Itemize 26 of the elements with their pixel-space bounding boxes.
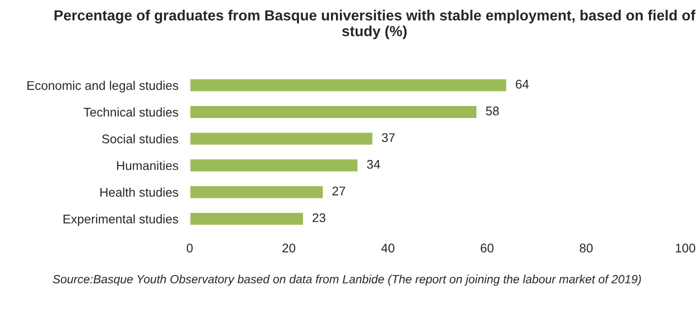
x-tick-label: 40	[381, 244, 394, 252]
x-tick-label: 0	[186, 244, 193, 252]
bar	[190, 184, 324, 200]
bar	[190, 104, 478, 120]
data-label: 27	[332, 186, 346, 196]
bar	[190, 211, 304, 226]
chart-title: Percentage of graduates from Basque universities with stable employment, based on field of study (%)	[54, 10, 696, 40]
y-tick-label: Technical studies	[84, 107, 178, 117]
y-tick-label: Experimental studies	[64, 214, 178, 226]
data-label: 58	[486, 106, 499, 116]
y-tick-label: Social studies	[102, 134, 178, 144]
x-tick-label: 100	[676, 244, 696, 252]
bar	[190, 131, 374, 146]
x-tick-label: 80	[580, 244, 593, 252]
bar	[190, 158, 359, 173]
data-label: 34	[367, 160, 380, 169]
source-note: Source:Basque Youth Observatory based on data from Lanbide (The report on joining the labour market of 2019)	[52, 274, 641, 286]
bar	[190, 78, 508, 93]
y-tick-label: Health studies	[100, 188, 178, 197]
data-label: 64	[516, 80, 529, 89]
x-tick-label: 20	[282, 244, 296, 252]
y-tick-label: Humanities	[117, 160, 178, 170]
data-label: 37	[382, 133, 395, 142]
y-tick-label: Economic and legal studies	[27, 80, 178, 92]
data-label: 23	[312, 213, 326, 222]
x-tick-label: 60	[480, 244, 494, 252]
